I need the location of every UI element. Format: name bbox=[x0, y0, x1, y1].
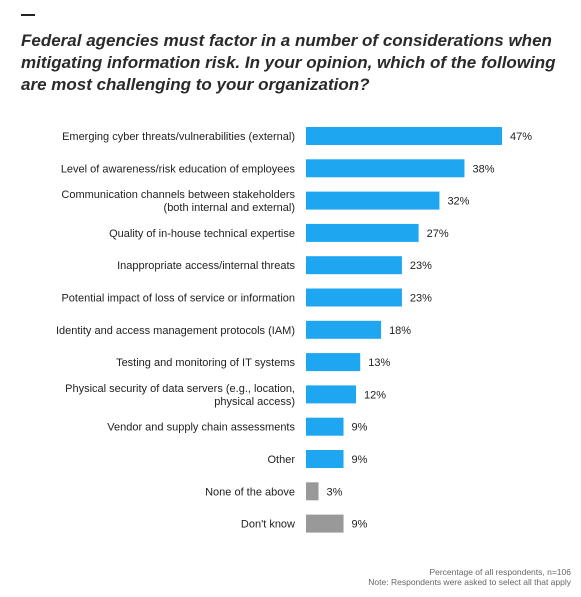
category-label: Vendor and supply chain assessments bbox=[107, 422, 295, 434]
bar-value-label: 9% bbox=[352, 519, 368, 531]
category-label: Level of awareness/risk education of emp… bbox=[61, 163, 296, 175]
footnote-note: Note: Respondents were asked to select a… bbox=[368, 577, 571, 587]
footnote-sample: Percentage of all respondents, n=106 bbox=[429, 567, 571, 577]
title-dash bbox=[21, 14, 35, 16]
category-label: Quality of in-house technical expertise bbox=[109, 228, 295, 240]
bar bbox=[306, 385, 357, 404]
bar bbox=[306, 353, 361, 372]
bar-value-label: 12% bbox=[364, 389, 386, 401]
bar bbox=[306, 514, 344, 533]
category-label: Communication channels between stakehold… bbox=[61, 189, 295, 214]
category-label: Inappropriate access/internal threats bbox=[117, 260, 295, 272]
category-label: Testing and monitoring of IT systems bbox=[116, 357, 295, 369]
chart-title: Federal agencies must factor in a number… bbox=[21, 31, 556, 94]
category-label: Other bbox=[267, 454, 295, 466]
category-label: Identity and access management protocols… bbox=[56, 325, 295, 337]
category-label: Physical security of data servers (e.g.,… bbox=[65, 383, 295, 408]
bar-value-label: 3% bbox=[327, 486, 343, 498]
bar bbox=[306, 191, 440, 210]
footnote: Percentage of all respondents, n=106 Not… bbox=[368, 567, 571, 587]
category-label: Don't know bbox=[241, 519, 295, 531]
bar bbox=[306, 223, 419, 242]
bar-value-label: 9% bbox=[352, 454, 368, 466]
bar-value-label: 23% bbox=[410, 260, 432, 272]
bar-value-label: 23% bbox=[410, 293, 432, 305]
bar bbox=[306, 450, 344, 468]
bar bbox=[306, 417, 344, 436]
category-label: Emerging cyber threats/vulnerabilities (… bbox=[62, 131, 295, 143]
bar bbox=[306, 288, 402, 307]
bar-value-label: 13% bbox=[368, 357, 390, 369]
bar-value-label: 47% bbox=[510, 131, 532, 143]
bar-value-label: 9% bbox=[352, 422, 368, 434]
bar bbox=[306, 127, 502, 145]
category-label: None of the above bbox=[205, 486, 295, 498]
bar-value-label: 38% bbox=[472, 163, 494, 175]
bar-value-label: 18% bbox=[389, 325, 411, 337]
bar bbox=[306, 482, 319, 501]
bar-value-label: 32% bbox=[447, 196, 469, 208]
bar bbox=[306, 320, 382, 339]
bar-chart: 47% Emerging cyber threats/vulnerabilitie… bbox=[56, 127, 532, 533]
bar bbox=[306, 159, 465, 178]
category-label: Potential impact of loss of service or i… bbox=[61, 293, 295, 305]
bar bbox=[306, 256, 402, 275]
bar-value-label: 27% bbox=[427, 228, 449, 240]
